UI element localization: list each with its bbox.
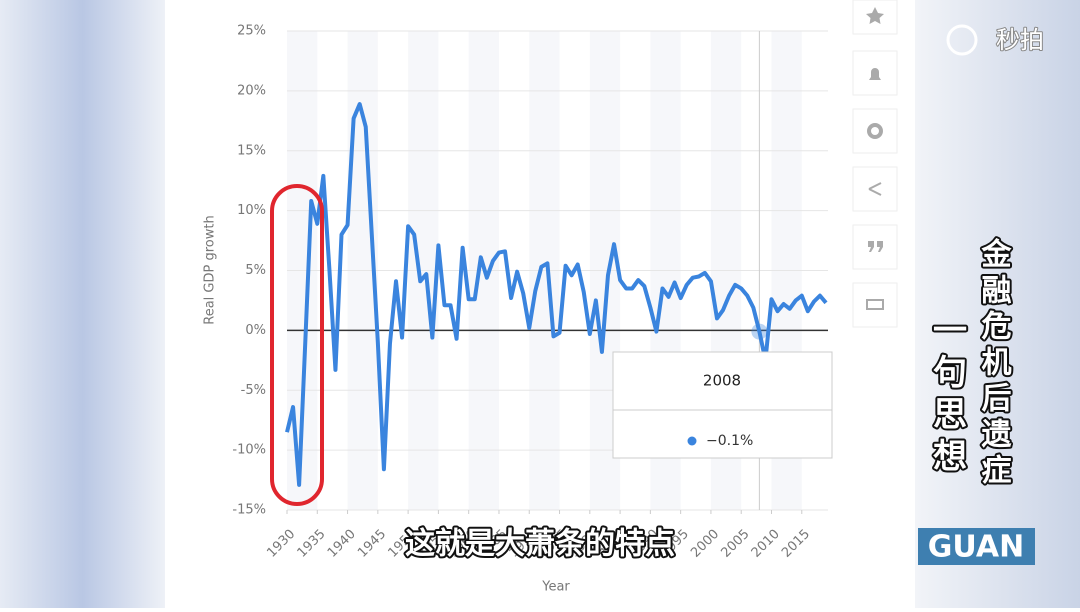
star-icon — [866, 7, 884, 24]
settings-button[interactable] — [852, 108, 898, 154]
gdp-line — [285, 102, 828, 487]
bell-icon — [869, 68, 881, 80]
y-tick-label: 5% — [245, 263, 266, 278]
badge-bg — [918, 528, 1035, 565]
tooltip: 2008 −0.1% — [612, 351, 833, 459]
watermark-logo — [946, 24, 978, 56]
y-tick-label: 20% — [237, 83, 266, 98]
cite-button[interactable] — [852, 224, 898, 270]
badge: GUAN — [928, 530, 1024, 565]
side-toolbar — [852, 0, 898, 328]
y-axis-label: Real GDP growth — [203, 215, 218, 324]
video-subtitle: 这就是大萧条的特点 — [405, 527, 675, 562]
tooltip-title: 2008 — [703, 372, 741, 390]
x-axis-label: Year — [541, 580, 570, 595]
y-tick-label: 15% — [237, 143, 266, 158]
y-tick-label: -15% — [232, 503, 266, 518]
watermark: 秒拍 — [996, 26, 1044, 54]
y-tick-label: -5% — [241, 383, 266, 398]
y-tick-label: 0% — [245, 323, 266, 338]
tooltip-value: −0.1% — [706, 433, 753, 449]
right-blur — [915, 0, 1080, 608]
y-tick-label: 10% — [237, 203, 266, 218]
hover-marker — [751, 323, 768, 340]
left-blur — [0, 0, 165, 608]
gear-icon — [867, 123, 883, 139]
print-icon — [866, 299, 884, 310]
plot: -15%-10%-5%0%5%10%15%20%25%1930193519401… — [232, 24, 828, 561]
y-tick-label: 25% — [237, 24, 266, 39]
share-icon — [868, 182, 882, 196]
side-subtitle: 一句思想 — [927, 312, 967, 480]
tooltip-box — [612, 351, 833, 459]
highlight-ellipse — [270, 184, 324, 506]
tooltip-dot — [687, 436, 697, 446]
y-tick-label: -10% — [232, 443, 266, 458]
quote-icon — [868, 241, 883, 252]
share-button[interactable] — [852, 166, 898, 212]
print-button[interactable] — [852, 282, 898, 328]
side-title: 金融危机后遗症 — [976, 237, 1013, 490]
